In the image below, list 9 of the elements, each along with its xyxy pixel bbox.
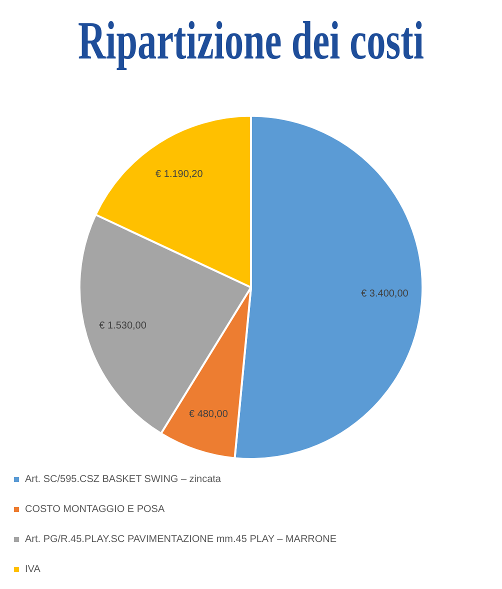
legend-label: Art. SC/595.CSZ BASKET SWING – zincata [25, 474, 221, 484]
data-label: € 1.530,00 [99, 320, 147, 332]
data-label: € 3.400,00 [361, 288, 409, 300]
legend-label: IVA [25, 564, 40, 574]
legend-label: Art. PG/R.45.PLAY.SC PAVIMENTAZIONE mm.45 PLAY – MARRONE [25, 534, 337, 544]
chart-title: Ripartizione dei costi [78, 11, 424, 72]
data-label: € 480,00 [188, 409, 228, 420]
data-label: € 1.190,20 [156, 169, 204, 180]
legend-label: COSTO MONTAGGIO E POSA [25, 504, 165, 514]
